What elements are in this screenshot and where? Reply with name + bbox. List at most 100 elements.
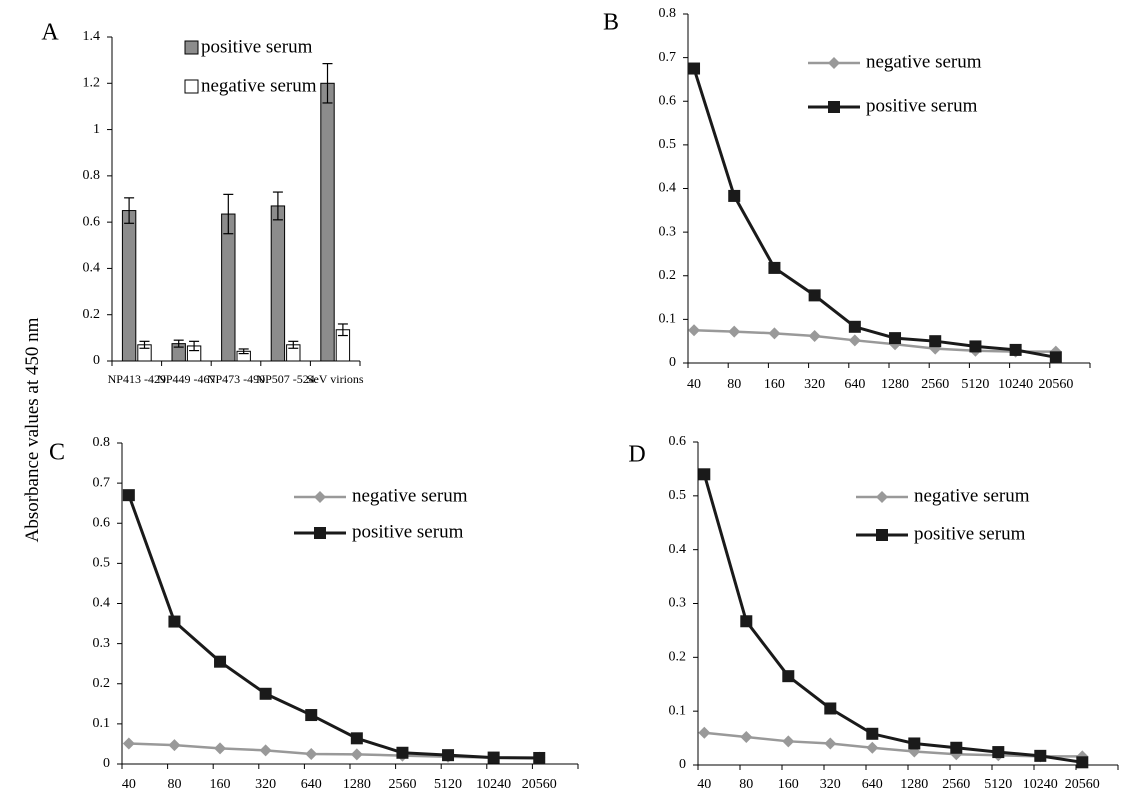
legend-label: positive serum — [914, 523, 1026, 544]
y-tick-label: 0.2 — [659, 268, 677, 283]
data-point-positive-serum — [305, 709, 318, 722]
legend-marker — [876, 529, 888, 541]
series-line-positive-serum — [127, 494, 540, 760]
series-line-negative-serum — [704, 731, 1083, 758]
x-tick-label: SeV virions — [307, 372, 364, 386]
y-tick-label: 0 — [103, 756, 110, 771]
data-point-positive-serum — [396, 746, 409, 759]
data-point-negative-serum — [259, 744, 272, 757]
x-tick-label: 2560 — [921, 377, 949, 392]
data-point-positive-serum — [992, 746, 1005, 759]
data-point-negative-serum — [768, 327, 781, 340]
x-tick-label: 10240 — [998, 377, 1033, 392]
y-tick-label: 0.5 — [669, 488, 687, 503]
y-tick-label: 0.6 — [93, 515, 111, 530]
data-point-negative-serum — [728, 325, 741, 338]
x-tick-label: 80 — [727, 377, 741, 392]
x-tick-label: 20560 — [522, 777, 557, 792]
x-tick-label: 40 — [687, 377, 701, 392]
data-point-positive-serum — [442, 749, 455, 762]
x-tick-label: 5120 — [434, 777, 462, 792]
panel-letter-d: D — [628, 442, 645, 468]
chart-panel-c: C 0 0.1 0.2 0.3 0.4 0.5 0.6 0.7 0.8 40 80 160 320 640 1… — [49, 435, 579, 792]
data-point-negative-serum — [698, 726, 711, 739]
data-point-positive-serum — [950, 741, 963, 754]
data-point-positive-serum — [168, 615, 181, 628]
panel-letter-c: C — [49, 440, 65, 466]
y-tick-label: 0.4 — [659, 181, 677, 196]
panel-letter-a: A — [41, 20, 59, 46]
legend-marker — [828, 57, 840, 69]
data-point-negative-serum — [848, 334, 861, 347]
x-tick-label: NP473 -490 — [207, 372, 265, 386]
legend-label: positive serum — [866, 95, 978, 116]
data-point-negative-serum — [782, 735, 795, 748]
data-point-positive-serum — [866, 727, 879, 740]
data-point-positive-serum — [1049, 351, 1062, 364]
x-tick-label: 40 — [697, 777, 711, 792]
y-tick-label: 0.6 — [83, 214, 101, 229]
data-point-positive-serum — [808, 289, 821, 302]
y-tick-label: 0.6 — [669, 434, 687, 449]
data-point-positive-serum — [908, 737, 921, 750]
data-point-positive-serum — [848, 320, 861, 333]
data-point-positive-serum — [768, 261, 781, 274]
legend-swatch — [184, 79, 199, 94]
x-tick-label: 160 — [210, 777, 231, 792]
data-point-negative-serum — [350, 748, 363, 761]
data-point-positive-serum — [533, 751, 546, 764]
data-point-negative-serum — [688, 324, 701, 337]
data-point-negative-serum — [305, 747, 318, 760]
x-tick-label: NP507 -524 — [256, 372, 314, 386]
legend-label: negative serum — [866, 51, 982, 72]
y-tick-label: 0.1 — [669, 703, 687, 718]
y-tick-label: 0.4 — [669, 542, 687, 557]
data-point-negative-serum — [808, 329, 821, 342]
legend-label: negative serum — [352, 485, 468, 506]
data-point-negative-serum — [214, 742, 227, 755]
x-tick-label: 20560 — [1038, 377, 1073, 392]
y-tick-label: 0 — [679, 757, 686, 772]
data-point-positive-serum — [259, 687, 272, 700]
bar-positive-serum — [320, 82, 335, 362]
chart-panel-d: D 0 0.1 0.2 0.3 0.4 0.5 0.6 40 80 160 320 640 1280 256… — [628, 434, 1119, 792]
bar-positive-serum — [270, 205, 286, 362]
bar-positive-serum — [221, 213, 236, 362]
data-point-positive-serum — [1009, 343, 1022, 356]
legend-marker — [828, 101, 840, 113]
series-line-positive-serum — [702, 473, 1083, 764]
legend-marker — [876, 491, 888, 503]
legend-marker — [314, 527, 326, 539]
data-point-positive-serum — [350, 732, 363, 745]
y-tick-label: 0.1 — [659, 312, 677, 327]
legend-marker — [314, 491, 326, 503]
shared-y-axis-label: Absorbance values at 450 nm — [22, 317, 43, 542]
panel-letter-b: B — [603, 10, 619, 36]
x-tick-label: 10240 — [476, 777, 511, 792]
x-tick-label: 640 — [844, 377, 865, 392]
data-point-positive-serum — [122, 489, 135, 502]
y-tick-label: 0 — [93, 353, 100, 368]
y-tick-label: 0.8 — [83, 168, 101, 183]
x-tick-label: 320 — [820, 777, 841, 792]
y-tick-label: 0.4 — [93, 596, 111, 611]
x-tick-label: 1280 — [343, 777, 371, 792]
legend-label: positive serum — [352, 521, 464, 542]
y-tick-label: 0.6 — [659, 93, 677, 108]
y-tick-label: 0.7 — [659, 50, 677, 65]
x-tick-label: 2560 — [388, 777, 416, 792]
data-point-positive-serum — [969, 340, 982, 353]
x-tick-label: 80 — [739, 777, 753, 792]
x-tick-label: 80 — [167, 777, 181, 792]
legend-label: negative serum — [914, 485, 1030, 506]
y-tick-label: 0.8 — [659, 6, 677, 21]
x-tick-label: 320 — [255, 777, 276, 792]
x-tick-label: 20560 — [1065, 777, 1100, 792]
data-point-positive-serum — [487, 751, 500, 764]
legend-label: negative serum — [201, 75, 317, 96]
x-tick-label: NP413 -429 — [108, 372, 166, 386]
data-point-positive-serum — [728, 189, 741, 202]
y-tick-label: 0.1 — [93, 716, 111, 731]
x-tick-label: 2560 — [942, 777, 970, 792]
